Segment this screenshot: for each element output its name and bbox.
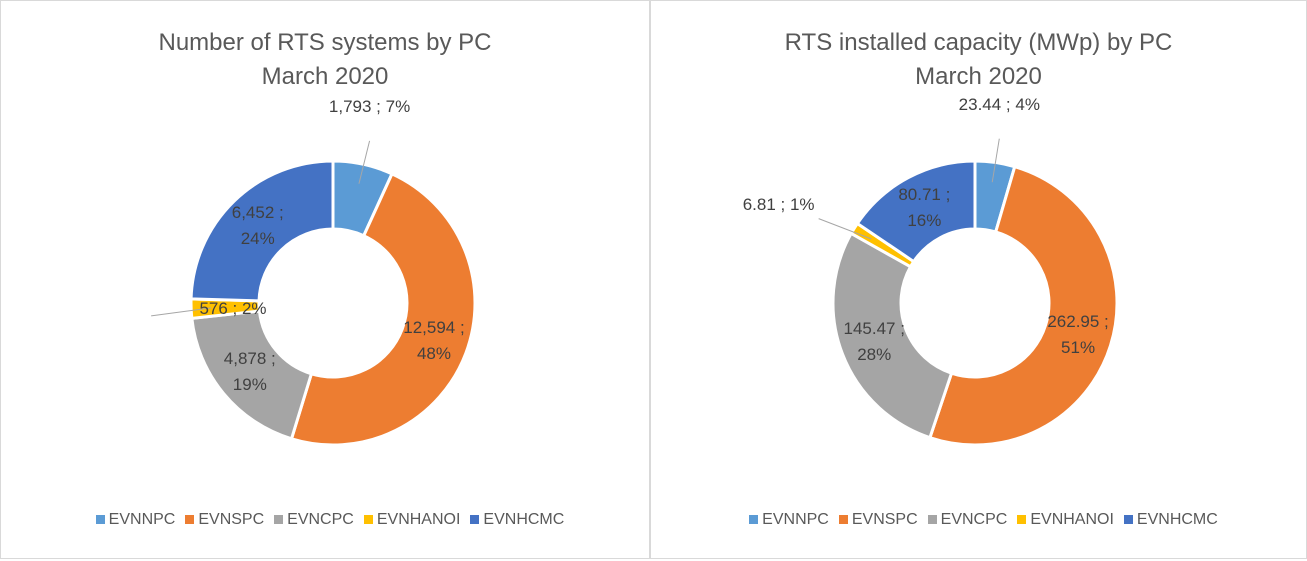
chart-subtitle: March 2020 [261, 63, 389, 90]
leader-line [818, 218, 872, 240]
legend-label: EVNNPC [108, 511, 176, 528]
legend-swatch [749, 515, 759, 524]
data-label: 262.95 ; 51% [1047, 312, 1109, 358]
donut-segment [289, 171, 477, 447]
data-label: 1,793 ; 7% [328, 96, 411, 116]
data-label: 6,452 ; 24% [231, 202, 284, 248]
data-label: 576 ; 2% [199, 299, 267, 318]
data-label: 80.71 ; 16% [898, 184, 951, 230]
legend-label: EVNNPC [762, 511, 829, 528]
legend-swatch [95, 515, 105, 524]
donut-segment [189, 159, 335, 303]
data-label: 6.81 ; 1% [742, 194, 815, 214]
legend-swatch [185, 515, 195, 524]
legend-swatch [470, 515, 480, 524]
legend-swatch [838, 515, 848, 524]
legend-label: EVNSPC [851, 511, 918, 528]
chart-panel: Number of RTS systems by PC March 2020 1,7… [0, 0, 650, 559]
legend-swatch [927, 515, 937, 524]
legend-swatch [274, 515, 284, 524]
legend-label: EVNCPC [287, 511, 354, 528]
legend-label: EVNSPC [198, 511, 265, 528]
chart-title: RTS installed capacity (MWp) by PC [784, 29, 1173, 56]
legend-label: EVNHCMC [1136, 511, 1218, 528]
legend-label: EVNHCMC [483, 511, 565, 528]
leader-line [991, 138, 1000, 183]
leader-line [358, 140, 371, 184]
leader-line [151, 307, 212, 317]
donut [818, 138, 1119, 447]
legend: EVNNPC EVNSPC EVNCPC EVNHANOI EVNHCMC [1, 511, 649, 529]
data-label: 12,594 ; 48% [403, 318, 465, 364]
legend: EVNNPC EVNSPC EVNCPC EVNHANOI EVNHCMC [651, 511, 1306, 529]
donut-segment [928, 164, 1119, 447]
donut-segment [855, 159, 977, 264]
legend-swatch [1017, 515, 1027, 524]
legend-label: EVNHANOI [1030, 511, 1114, 528]
chart-title: Number of RTS systems by PC [158, 29, 492, 56]
data-label: 145.47 ; 28% [843, 318, 905, 364]
chart-panel: RTS installed capacity (MWp) by PC March … [650, 0, 1307, 559]
donut-segment [831, 231, 954, 440]
legend-label: EVNHANOI [376, 511, 461, 528]
data-label: 23.44 ; 4% [958, 94, 1040, 114]
legend-label: EVNCPC [940, 511, 1008, 528]
legend-swatch [1123, 515, 1133, 524]
chart-subtitle: March 2020 [915, 63, 1042, 90]
data-label: 4,878 ; 19% [223, 348, 276, 394]
donut [151, 140, 477, 447]
legend-swatch [363, 515, 373, 524]
